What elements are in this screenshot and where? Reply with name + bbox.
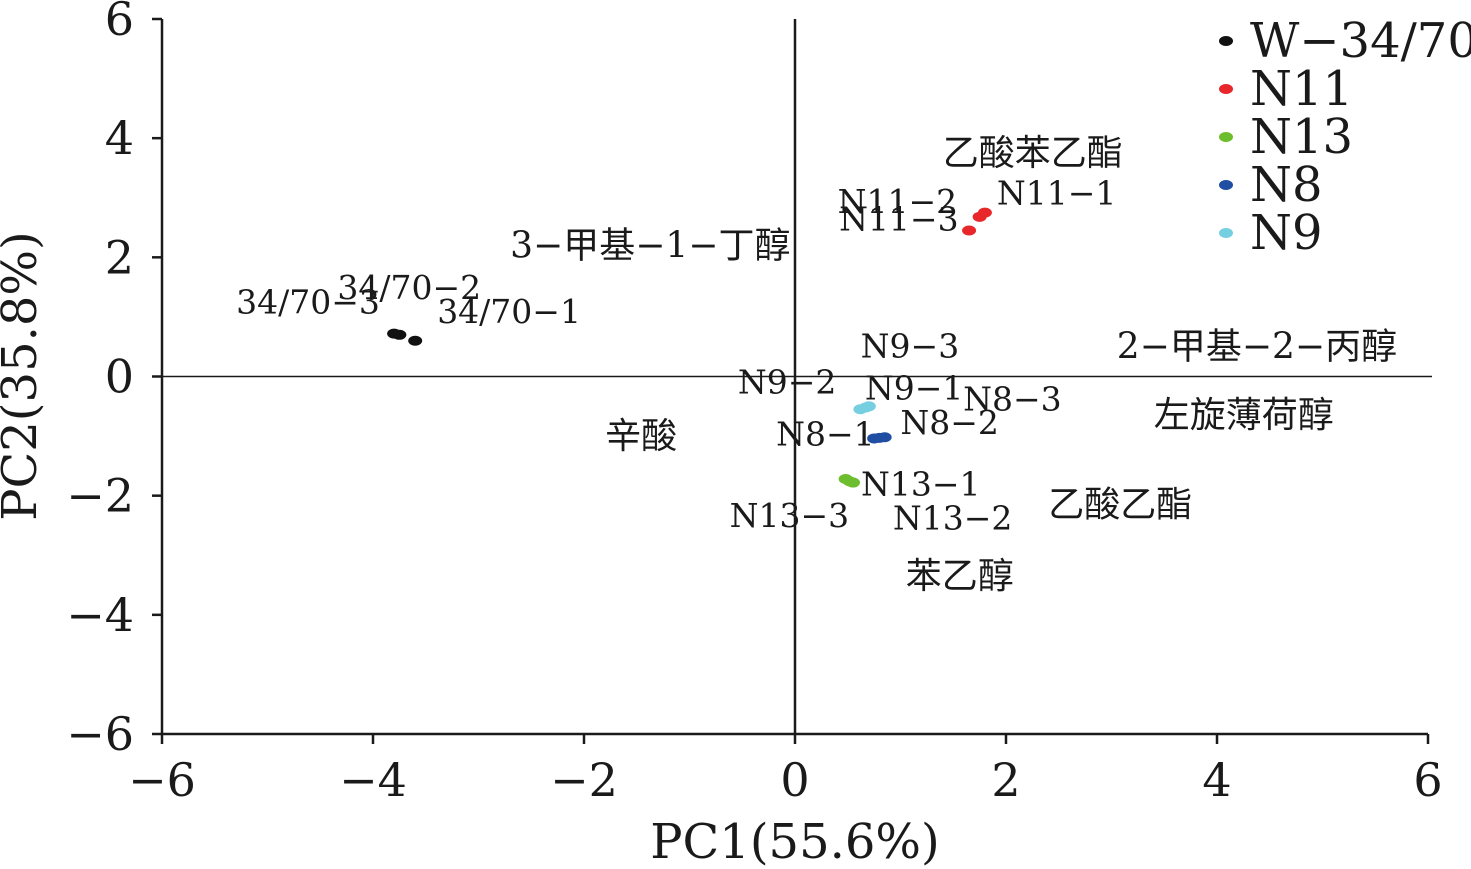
point-label: N11−3: [839, 200, 959, 239]
point-label: N8−1: [776, 414, 875, 453]
x-tick-label: 4: [1202, 753, 1231, 807]
y-axis-title: PC2(35.8%): [0, 231, 48, 521]
variable-label: 乙酸乙酯: [1048, 485, 1192, 526]
variable-label: 3−甲基−1−丁醇: [510, 225, 790, 266]
legend-entry: N9: [1250, 205, 1323, 261]
x-tick-label: −2: [550, 753, 618, 807]
legend-entry: N8: [1250, 157, 1323, 213]
legend-entry: N11: [1250, 61, 1353, 117]
data-point: [387, 328, 402, 339]
x-axis-title: PC1(55.6%): [650, 814, 940, 869]
variable-label: 辛酸: [605, 416, 677, 457]
variable-label: 左旋薄荷醇: [1154, 395, 1334, 436]
y-tick-label: 6: [105, 0, 134, 46]
point-label: N9−2: [738, 362, 837, 401]
x-tick-label: −6: [128, 753, 196, 807]
legend-marker: [1219, 84, 1233, 94]
data-point: [838, 473, 853, 484]
y-tick-label: 0: [105, 350, 134, 404]
point-label: 34/70−2: [337, 268, 481, 307]
data-point: [962, 225, 977, 236]
legend-entry: W−34/70: [1250, 13, 1471, 69]
data-point: [867, 433, 882, 444]
point-label: N13−1: [861, 465, 981, 504]
data-point: [972, 211, 987, 222]
point-label: N11−2: [838, 182, 958, 221]
x-tick-label: 6: [1413, 753, 1442, 807]
x-tick-label: −4: [339, 753, 407, 807]
data-point: [408, 335, 423, 346]
x-tick-label: 0: [780, 753, 809, 807]
y-tick-label: −6: [66, 707, 134, 761]
legend-marker: [1219, 36, 1233, 46]
variable-label: 2−甲基−2−丙醇: [1117, 327, 1397, 368]
y-tick-label: −2: [66, 469, 134, 523]
data-points: [387, 207, 992, 488]
point-label: N9−1: [865, 368, 964, 407]
y-tick-label: −4: [66, 588, 134, 642]
axes: −6 −4 −2 0 2 4 6 6 4 2 0 −2 −4 −6: [66, 0, 1442, 807]
variable-label: 苯乙醇: [906, 556, 1014, 597]
legend-marker: [1219, 228, 1233, 238]
point-label: N8−2: [900, 403, 999, 442]
y-tick-label: 4: [105, 111, 134, 165]
data-point: [858, 402, 873, 413]
point-label: 34/70−3: [236, 283, 380, 322]
point-label: N9−3: [861, 326, 960, 365]
point-label: 34/70−1: [437, 292, 581, 331]
legend-marker: [1219, 180, 1233, 190]
y-tick-label: 2: [105, 230, 134, 284]
legend-marker: [1219, 132, 1233, 142]
legend-entry: N13: [1250, 109, 1353, 165]
point-label: N13−3: [730, 496, 850, 535]
point-label: N8−3: [963, 379, 1062, 418]
x-tick-label: 2: [991, 753, 1020, 807]
variable-label: 乙酸苯乙酯: [943, 133, 1123, 174]
point-label: N13−2: [893, 498, 1013, 537]
point-label: N11−1: [997, 174, 1117, 213]
